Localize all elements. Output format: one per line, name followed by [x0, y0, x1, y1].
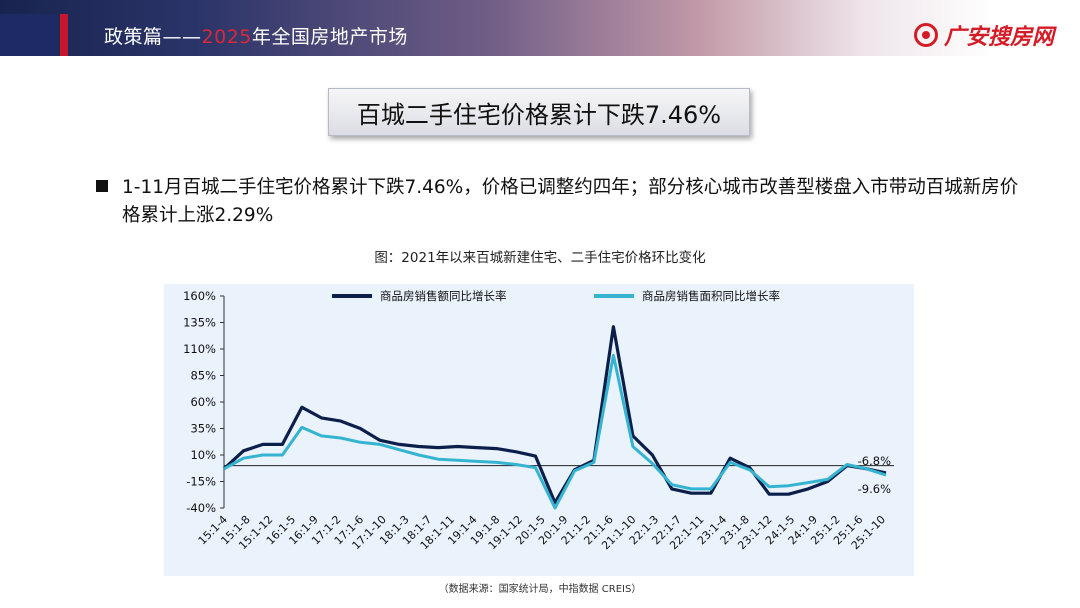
y-tick-label: 60% — [190, 395, 216, 409]
y-tick-label: 160% — [183, 289, 216, 303]
chart-caption: 图：2021年以来百城新建住宅、二手住宅价格环比变化 — [374, 250, 706, 266]
header-title: 政策篇——2025年全国房地产市场 — [104, 22, 408, 49]
series-end-label-1: -6.8% — [858, 454, 891, 468]
logo: 广安搜房网 — [914, 20, 1054, 50]
header-stripe-blue — [0, 14, 58, 56]
y-tick-label: 10% — [190, 448, 216, 462]
slide-title-box: 百城二手住宅价格累计下跌7.46% — [328, 88, 750, 136]
header-title-year: 2025 — [201, 26, 252, 48]
bullet-text: 1-11月百城二手住宅价格累计下跌7.46%，价格已调整约四年；部分核心城市改善… — [122, 177, 1019, 226]
bullet-square-icon — [96, 180, 108, 192]
header-bar — [0, 0, 1080, 56]
y-tick-label: 35% — [190, 422, 216, 436]
series-line-2 — [223, 353, 887, 510]
y-tick-label: -15% — [186, 475, 216, 489]
line-chart: 160% 135% 110% 85% 60% 35% 10% -15% -40% -6.8% -9.… — [183, 289, 894, 552]
header-stripe-red — [60, 14, 68, 56]
series-end-label-2: -9.6% — [858, 482, 891, 496]
y-tick-label: 135% — [183, 316, 216, 330]
legend-label-1: 商品房销售额同比增长率 — [380, 289, 507, 303]
series-line-1 — [222, 325, 887, 505]
y-tick-label: -40% — [186, 501, 216, 515]
slide-title: 百城二手住宅价格累计下跌7.46% — [356, 100, 722, 129]
y-tick-label: 110% — [183, 342, 216, 356]
legend-label-2: 商品房销售面积同比增长率 — [642, 289, 780, 303]
source-note: （数据来源：国家统计局，中指数据 CREIS） — [438, 584, 642, 595]
header-title-suffix: 年全国房地产市场 — [251, 26, 408, 48]
y-tick-label: 85% — [190, 369, 216, 383]
logo-text: 广安搜房网 — [944, 25, 1055, 50]
header-title-prefix: 政策篇—— — [104, 26, 202, 48]
logo-icon — [914, 23, 938, 47]
